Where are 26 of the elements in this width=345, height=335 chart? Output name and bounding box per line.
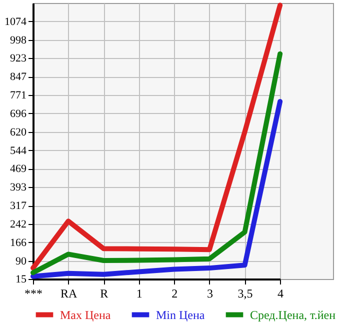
y-tick-label: 1074	[4, 16, 27, 28]
y-tick-label: 90	[16, 255, 27, 268]
y-tick-label: 847	[10, 71, 27, 84]
y-tick-label: 15	[16, 274, 27, 286]
y-tick-label: 771	[10, 90, 26, 102]
x-tick-label: R	[100, 286, 108, 300]
y-tick-label: 923	[10, 52, 27, 65]
x-tick-label: 1	[136, 286, 142, 300]
y-tick-label: 469	[10, 163, 27, 176]
legend-label: Min Цена	[156, 308, 206, 322]
y-tick-label: 166	[10, 236, 27, 249]
y-tick-label: 242	[10, 218, 26, 230]
y-tick-label: 998	[10, 34, 27, 46]
x-tick-label: RA	[60, 286, 78, 300]
y-tick-label: 317	[10, 200, 27, 212]
y-tick-label: 696	[10, 108, 27, 120]
x-tick-label: 2	[172, 286, 178, 300]
x-tick-label: 4	[278, 286, 284, 300]
legend-label: Max Цена	[60, 308, 112, 322]
y-tick-label: 620	[10, 126, 27, 138]
legend-label: Сред.Цена, т.йен	[250, 308, 336, 322]
y-tick-label: 544	[10, 144, 27, 157]
x-tick-label: 3,5	[238, 286, 253, 300]
x-tick-label: 3	[206, 286, 213, 300]
x-tick-label: ***	[24, 286, 42, 300]
y-tick-label: 393	[10, 182, 27, 194]
